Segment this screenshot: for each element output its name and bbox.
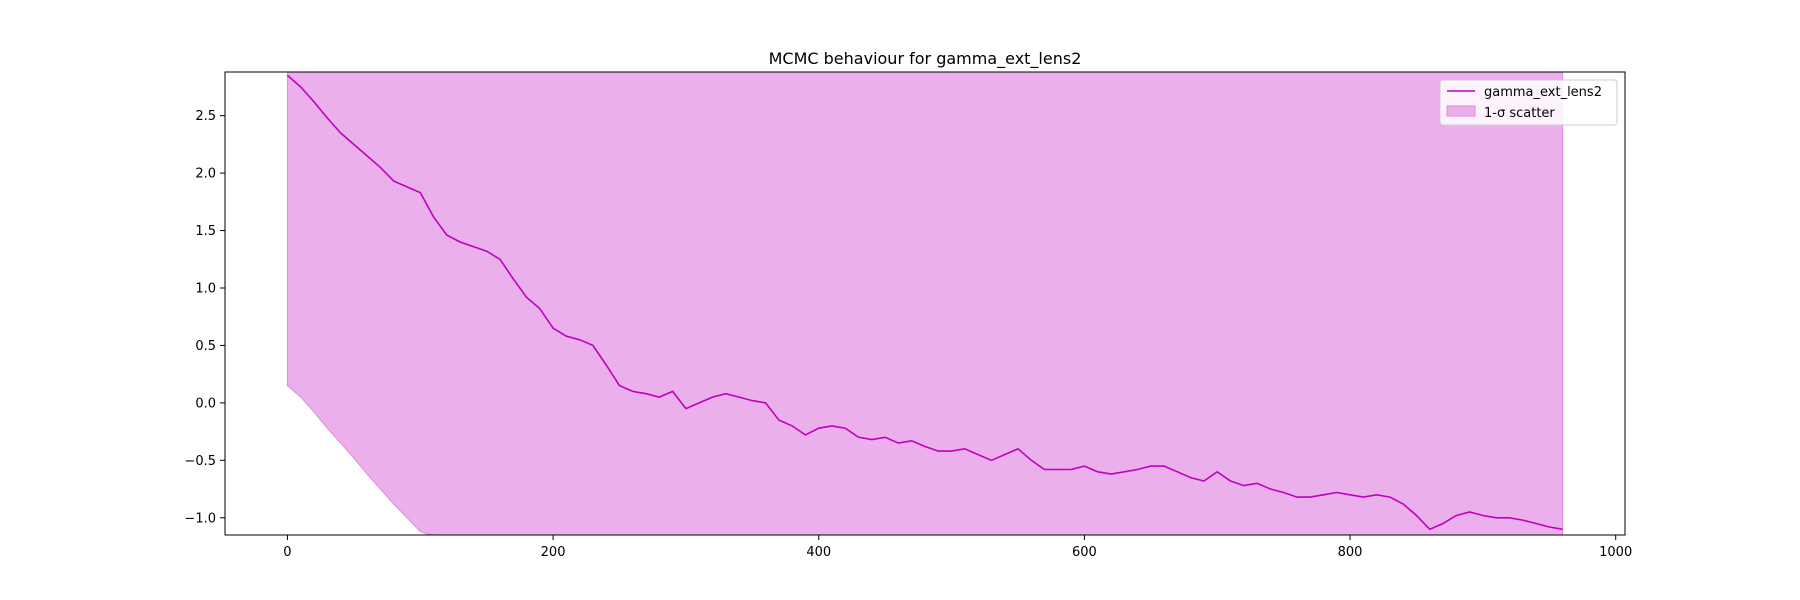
plot-frame [224, 71, 1626, 536]
y-tick-label: 1.0 [195, 281, 216, 296]
x-tick-label: 1000 [1599, 545, 1632, 560]
x-tick-label: 800 [1338, 545, 1363, 560]
x-tick-label: 600 [1072, 545, 1097, 560]
x-tick-label: 0 [283, 545, 291, 560]
y-tick-label: 1.5 [195, 224, 216, 239]
y-axis: −1.0 −0.5 0.0 0.5 1.0 1.5 2.0 2.5 [184, 109, 225, 526]
y-tick-label: −1.0 [184, 511, 216, 526]
x-tick-label: 200 [541, 545, 566, 560]
y-tick-label: −0.5 [184, 454, 216, 469]
legend-label-line: gamma_ext_lens2 [1484, 85, 1602, 100]
legend-label-band: 1-σ scatter [1484, 106, 1555, 121]
legend-band-swatch [1446, 105, 1476, 117]
series-line [286, 74, 1563, 531]
y-tick-label: 2.0 [195, 167, 216, 182]
plot-area [286, 72, 1564, 535]
legend: gamma_ext_lens2 1-σ scatter [1439, 79, 1618, 126]
sigma-band [286, 72, 1564, 535]
chart-title: MCMC behaviour for gamma_ext_lens2 [769, 49, 1082, 69]
x-axis: 0 200 400 600 800 1000 [283, 535, 1632, 560]
y-tick-label: 0.0 [195, 396, 216, 411]
y-tick-label: 0.5 [195, 339, 216, 354]
legend-box [1439, 79, 1618, 126]
y-tick-label: 2.5 [195, 109, 216, 124]
x-tick-label: 400 [806, 545, 831, 560]
